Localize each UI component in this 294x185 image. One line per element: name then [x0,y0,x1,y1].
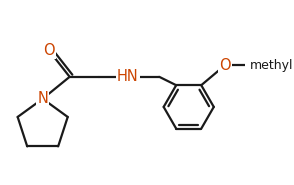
Text: HN: HN [117,69,139,84]
Text: methyl: methyl [250,59,294,72]
Text: O: O [43,43,55,58]
Text: O: O [219,58,231,73]
Text: N: N [37,91,48,106]
